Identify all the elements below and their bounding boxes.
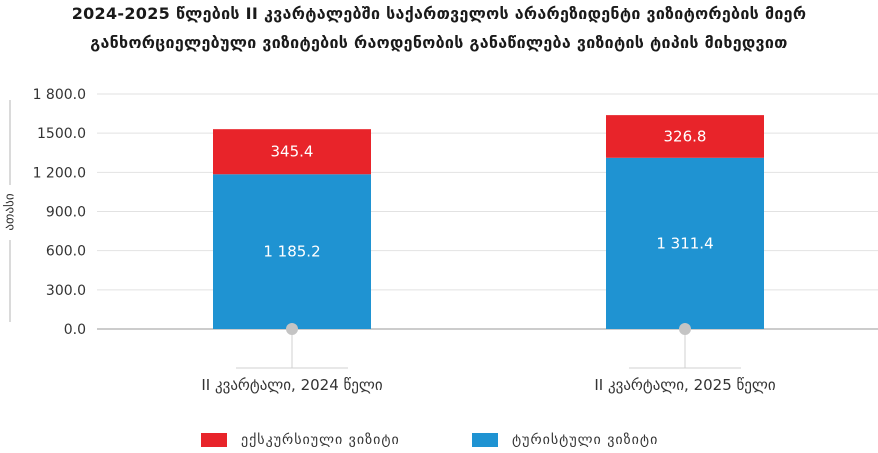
stacked-bar-chart: 0.0 300.0 600.0 900.0 1 200.0 1500.0 1 800.0 ათ… <box>3 87 878 394</box>
category-marker-1 <box>679 323 691 335</box>
legend-swatch-excursion <box>201 433 227 447</box>
data-label-excursion-0: 345.4 <box>271 143 314 161</box>
y-tick-label-2: 600.0 <box>46 244 86 260</box>
y-tick-label-3: 900.0 <box>46 205 86 221</box>
x-category-label-0: II კვარტალი, 2024 წელი <box>201 376 383 394</box>
data-label-tourist-1: 1 311.4 <box>656 234 713 252</box>
legend-item-tourist: ტურისტული ვიზიტი <box>472 432 658 448</box>
y-tick-label-5: 1500.0 <box>37 126 86 142</box>
y-tick-label-0: 0.0 <box>64 322 86 338</box>
bar-tourist-1 <box>606 157 764 329</box>
bar-tourist-0 <box>213 174 371 329</box>
y-tick-label-4: 1 200.0 <box>33 165 86 181</box>
legend-swatch-tourist <box>472 433 498 447</box>
y-tick-label-6: 1 800.0 <box>33 87 86 103</box>
bar-excursion-1 <box>606 115 764 158</box>
data-label-excursion-1: 326.8 <box>664 127 707 145</box>
data-label-tourist-0: 1 185.2 <box>263 243 320 261</box>
chart-title-line-1: 2024-2025 წლების II კვარტალებში საქართვე… <box>71 4 807 23</box>
y-tick-label-1: 300.0 <box>46 283 86 299</box>
legend-label-tourist: ტურისტული ვიზიტი <box>512 432 659 448</box>
chart-title-line-2: განხორციელებული ვიზიტების რაოდენობის გან… <box>90 33 788 52</box>
x-category-label-1: II კვარტალი, 2025 წელი <box>594 376 776 394</box>
legend-item-excursion: ექსკურსიული ვიზიტი <box>201 432 400 448</box>
category-marker-0 <box>286 323 298 335</box>
bar-excursion-0 <box>213 129 371 175</box>
legend-label-excursion: ექსკურსიული ვიზიტი <box>241 432 400 448</box>
y-axis-title: ათასი <box>3 193 18 230</box>
